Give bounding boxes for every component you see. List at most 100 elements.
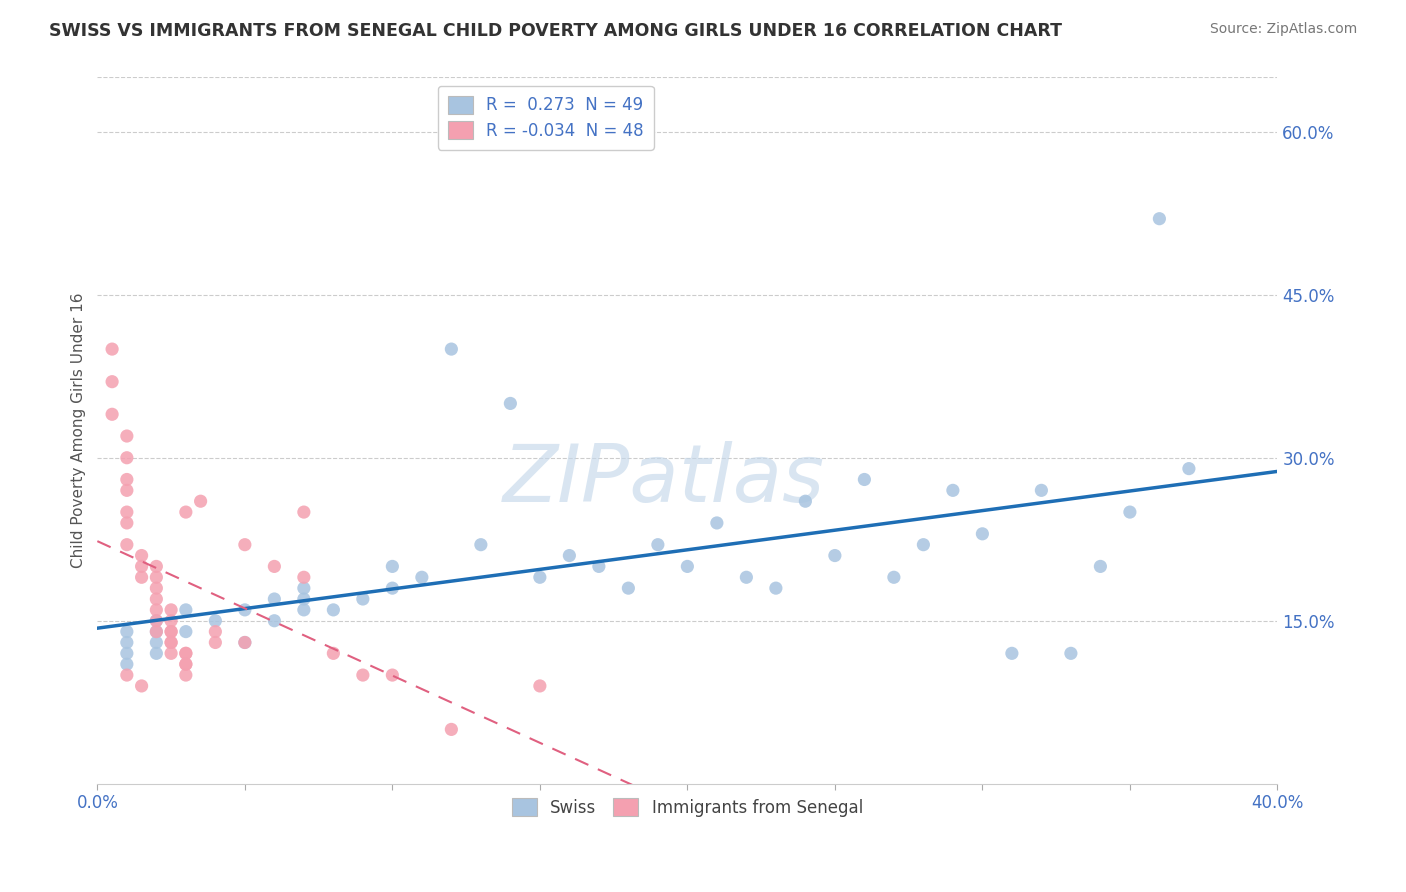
Point (263, 559, 285, 574)
Point (101, 375, 124, 389)
Point (1119, 505, 1142, 519)
Point (233, 635, 256, 649)
Point (470, 538, 492, 552)
Point (322, 646, 344, 660)
Point (115, 450, 138, 465)
Point (381, 581, 404, 595)
Y-axis label: Child Poverty Among Girls Under 16: Child Poverty Among Girls Under 16 (72, 293, 86, 568)
Point (115, 538, 138, 552)
Point (233, 538, 256, 552)
Point (912, 538, 935, 552)
Point (145, 570, 167, 584)
Point (440, 342, 463, 356)
Point (381, 668, 404, 682)
Point (190, 494, 212, 508)
Point (1060, 646, 1083, 660)
Point (440, 723, 463, 737)
Point (145, 646, 167, 660)
Point (160, 635, 183, 649)
Point (233, 603, 256, 617)
Point (647, 538, 669, 552)
Text: SWISS VS IMMIGRANTS FROM SENEGAL CHILD POVERTY AMONG GIRLS UNDER 16 CORRELATION : SWISS VS IMMIGRANTS FROM SENEGAL CHILD P… (49, 22, 1062, 40)
Point (174, 668, 197, 682)
Text: Source: ZipAtlas.com: Source: ZipAtlas.com (1209, 22, 1357, 37)
Point (824, 549, 846, 563)
Point (145, 635, 167, 649)
Point (145, 614, 167, 628)
Point (794, 494, 817, 508)
Point (174, 624, 197, 639)
Point (204, 614, 226, 628)
Point (174, 657, 197, 672)
Point (411, 570, 433, 584)
Point (101, 342, 124, 356)
Point (145, 592, 167, 607)
Point (145, 603, 167, 617)
Point (174, 646, 197, 660)
Point (131, 549, 153, 563)
Point (174, 646, 197, 660)
Point (706, 516, 728, 530)
Point (145, 624, 167, 639)
Point (529, 679, 551, 693)
Point (160, 603, 183, 617)
Point (529, 570, 551, 584)
Point (115, 473, 138, 487)
Point (352, 668, 374, 682)
Point (115, 668, 138, 682)
Point (145, 614, 167, 628)
Point (115, 646, 138, 660)
Point (145, 581, 167, 595)
Point (263, 614, 285, 628)
Point (883, 570, 905, 584)
Point (115, 516, 138, 530)
Point (617, 581, 640, 595)
Point (115, 635, 138, 649)
Point (1001, 646, 1024, 660)
Point (160, 624, 183, 639)
Point (160, 614, 183, 628)
Point (174, 603, 197, 617)
Point (292, 581, 315, 595)
Point (1178, 461, 1201, 475)
Point (204, 624, 226, 639)
Point (499, 396, 522, 410)
Point (115, 624, 138, 639)
Point (381, 559, 404, 574)
Point (292, 505, 315, 519)
Point (101, 407, 124, 421)
Point (292, 592, 315, 607)
Point (352, 592, 374, 607)
Point (942, 483, 965, 498)
Point (204, 635, 226, 649)
Text: ZIPatlas: ZIPatlas (503, 441, 825, 519)
Point (1090, 559, 1112, 574)
Point (322, 603, 344, 617)
Point (115, 505, 138, 519)
Point (735, 570, 758, 584)
Point (765, 581, 787, 595)
Point (1149, 211, 1171, 226)
Point (292, 570, 315, 584)
Point (160, 635, 183, 649)
Point (174, 505, 197, 519)
Point (131, 570, 153, 584)
Point (558, 549, 581, 563)
Point (160, 646, 183, 660)
Point (131, 679, 153, 693)
Legend: Swiss, Immigrants from Senegal: Swiss, Immigrants from Senegal (503, 789, 872, 825)
Point (160, 624, 183, 639)
Point (145, 624, 167, 639)
Point (115, 657, 138, 672)
Point (263, 592, 285, 607)
Point (145, 559, 167, 574)
Point (115, 429, 138, 443)
Point (972, 526, 994, 541)
Point (853, 473, 876, 487)
Point (131, 559, 153, 574)
Point (115, 483, 138, 498)
Point (174, 657, 197, 672)
Point (233, 635, 256, 649)
Point (676, 559, 699, 574)
Point (1031, 483, 1053, 498)
